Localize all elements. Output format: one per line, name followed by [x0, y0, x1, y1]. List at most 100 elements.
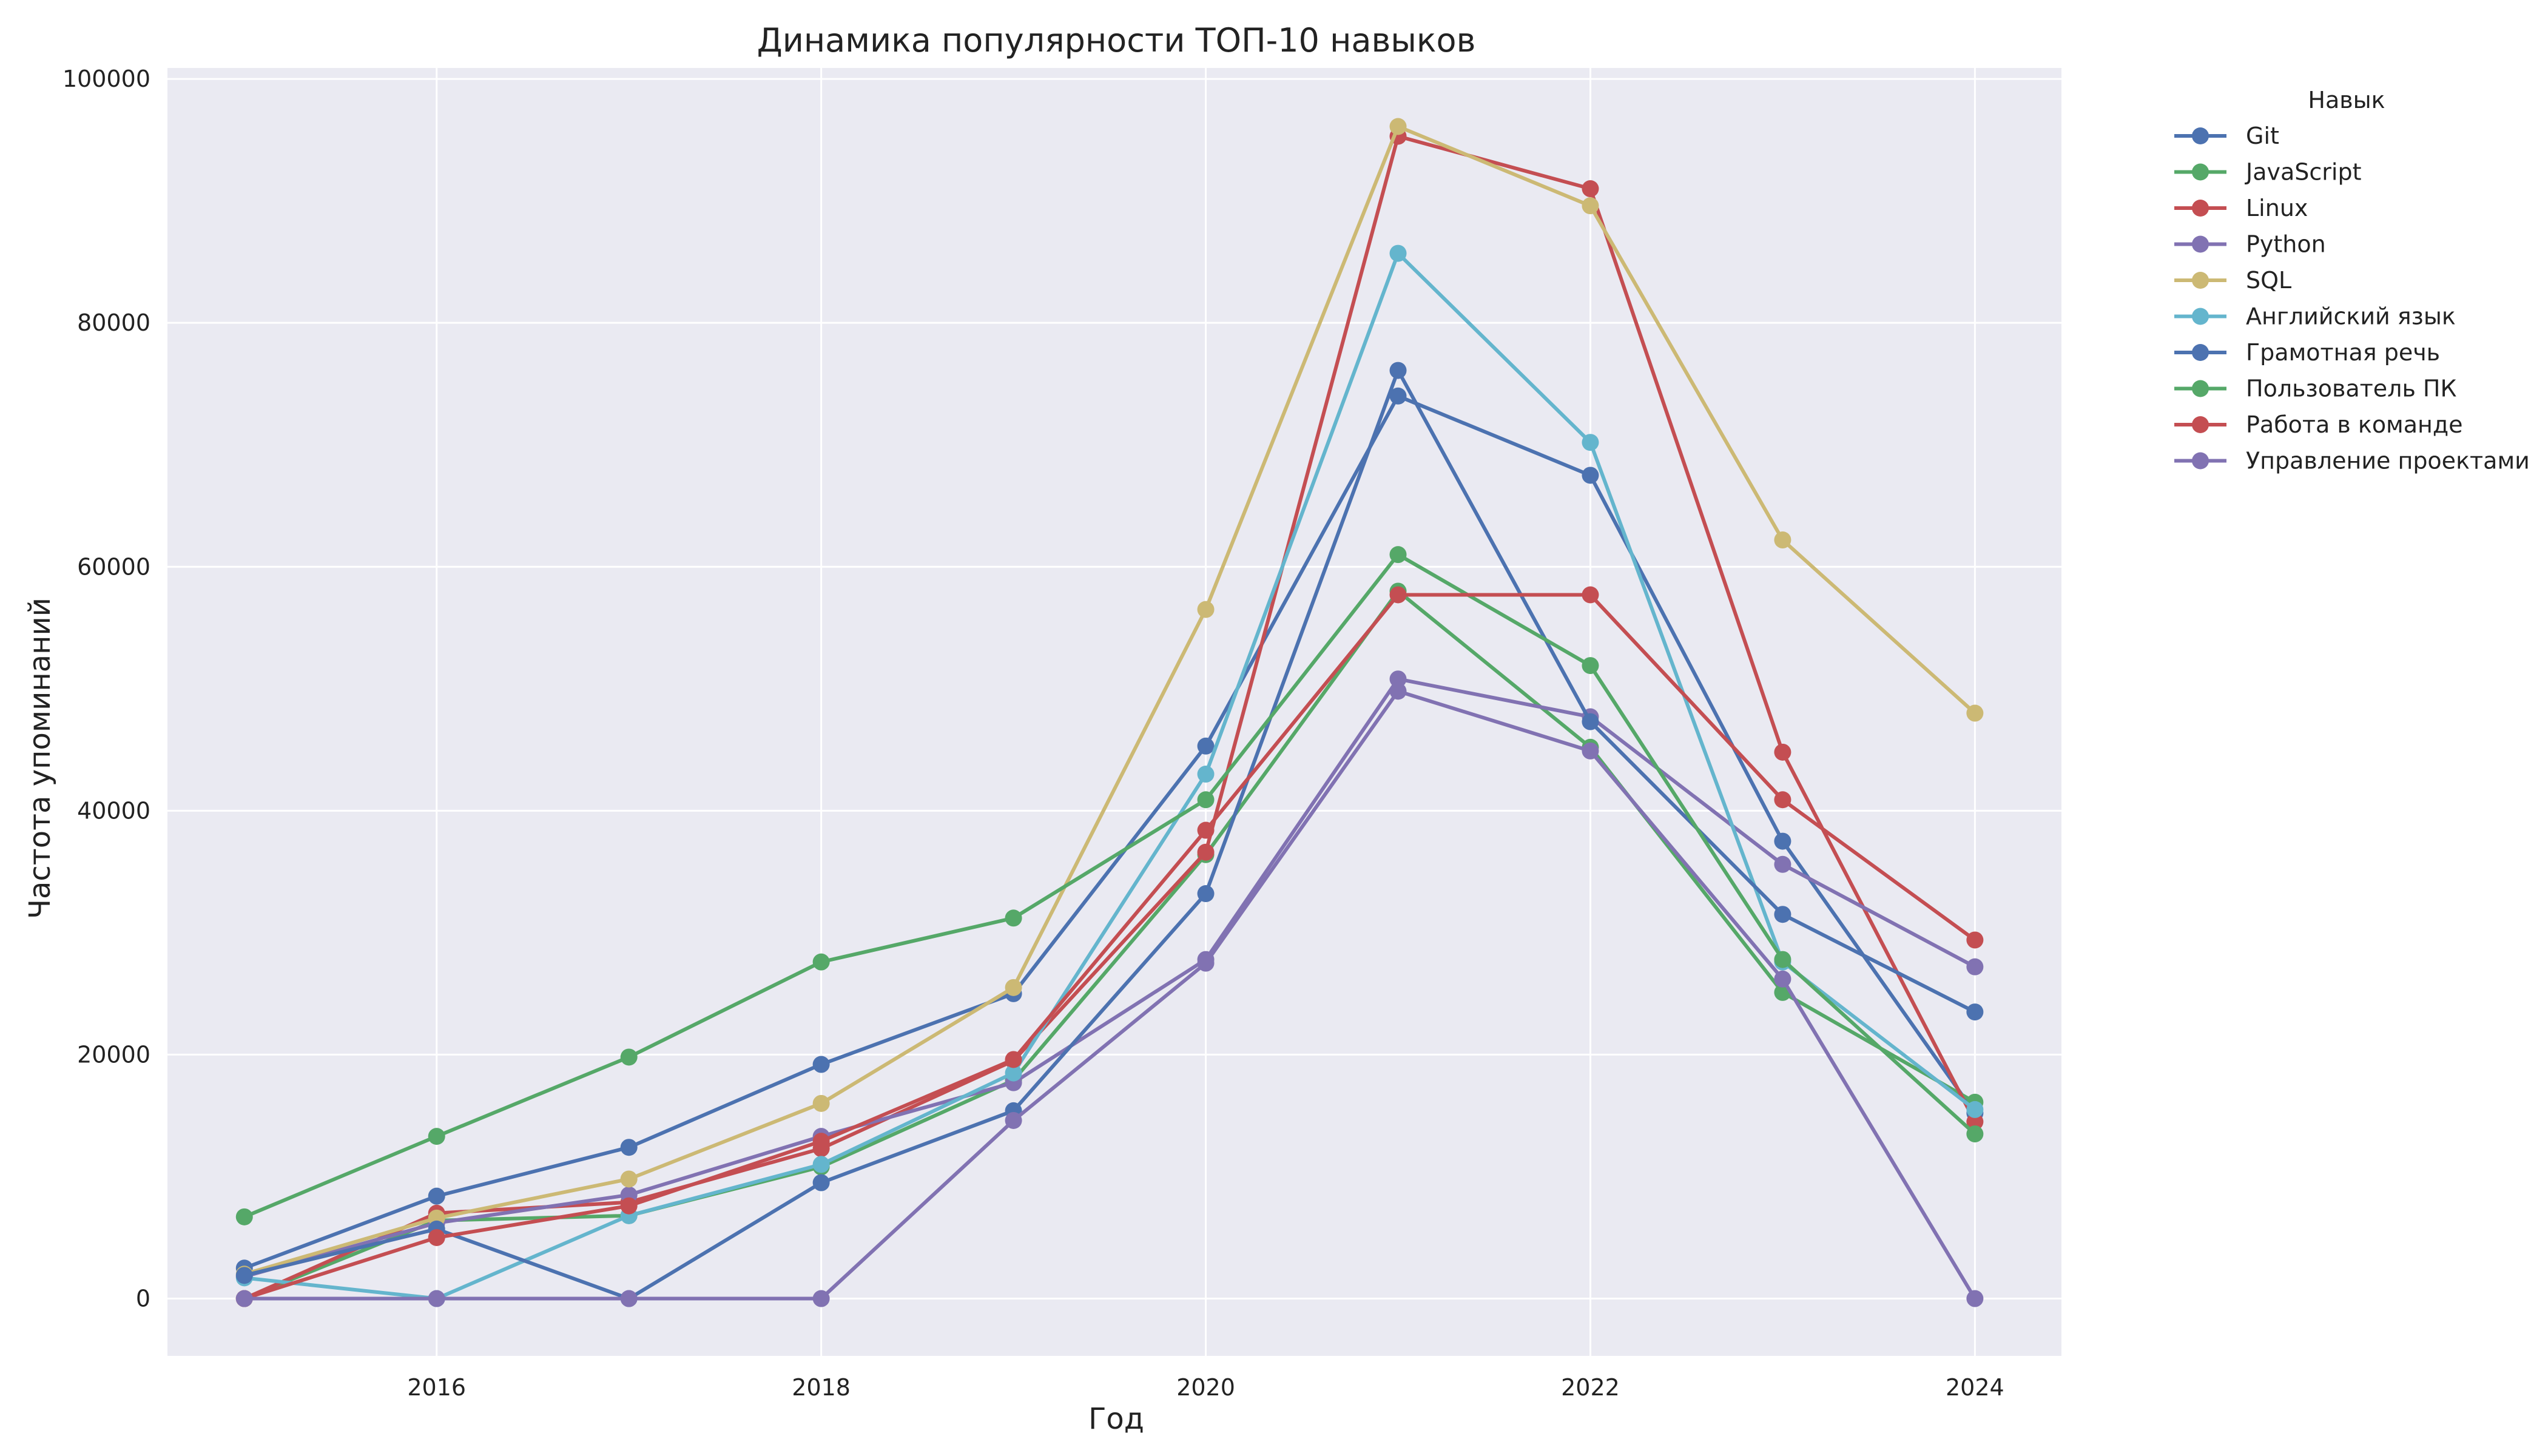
data-point: [1774, 855, 1791, 873]
data-point: [1005, 1111, 1022, 1129]
data-point: [1966, 1003, 1984, 1021]
legend-label: SQL: [2246, 267, 2291, 294]
data-point: [620, 1197, 638, 1215]
legend-marker: [2192, 308, 2209, 325]
legend-label: JavaScript: [2245, 159, 2361, 186]
data-point: [1389, 362, 1407, 379]
legend-title: Навык: [2308, 87, 2385, 113]
data-point: [812, 1156, 830, 1173]
legend-item: Английский язык: [2174, 303, 2456, 330]
data-point: [1389, 682, 1407, 700]
legend-item: Python: [2174, 231, 2326, 258]
series-9: [235, 586, 1984, 1307]
data-point: [428, 1290, 445, 1307]
legend-label: Английский язык: [2246, 303, 2456, 330]
series-line: [243, 593, 1977, 1301]
data-point: [1389, 546, 1407, 564]
data-point: [1966, 1125, 1984, 1143]
legend-item: Linux: [2174, 195, 2308, 221]
legend-marker: [2192, 127, 2209, 144]
data-point: [1389, 387, 1407, 405]
data-point: [812, 1174, 830, 1191]
data-point: [1774, 832, 1791, 850]
data-point: [1582, 713, 1599, 730]
legend-label: Управление проектами: [2246, 448, 2530, 474]
data-point: [428, 1228, 445, 1246]
legend-marker: [2192, 235, 2209, 253]
legend-marker: [2192, 344, 2209, 361]
data-point: [812, 1133, 830, 1150]
legend-item: Работа в команде: [2174, 411, 2463, 438]
data-point: [1005, 909, 1022, 927]
data-point: [1774, 791, 1791, 809]
data-point: [235, 1267, 253, 1284]
legend-label: Грамотная речь: [2246, 339, 2440, 366]
data-point: [1774, 531, 1791, 549]
x-tick-label: 2018: [792, 1374, 851, 1401]
data-point: [1389, 118, 1407, 135]
series-line: [244, 251, 1977, 1301]
data-point: [1582, 180, 1599, 198]
data-point: [620, 1290, 638, 1307]
data-point: [1197, 885, 1215, 903]
y-tick-label: 0: [136, 1286, 150, 1312]
data-point: [1966, 931, 1984, 949]
legend-label: Linux: [2246, 195, 2308, 221]
legend-item: Git: [2174, 123, 2279, 149]
data-point: [1582, 742, 1599, 760]
data-point: [235, 1290, 253, 1307]
data-point: [428, 1187, 445, 1205]
legend-item: Пользователь ПК: [2174, 376, 2456, 402]
series-line: [244, 689, 1977, 1301]
y-tick-label: 40000: [77, 797, 150, 824]
chart-title: Динамика популярности ТОП-10 навыков: [757, 21, 1476, 59]
x-tick-label: 2016: [407, 1374, 466, 1401]
legend-label: Git: [2246, 123, 2279, 149]
legend-item: Управление проектами: [2174, 448, 2530, 474]
plot-area: 2016 2018 2020 2022 2024 0 20000 40000 60000 8000…: [62, 66, 2061, 1401]
data-point: [1966, 1100, 1984, 1118]
legend-label: Python: [2246, 231, 2326, 258]
data-point: [1197, 954, 1215, 972]
data-point: [1389, 670, 1407, 688]
legend-label: Пользователь ПК: [2246, 376, 2456, 402]
series-line: [243, 589, 1976, 1301]
legend: Навык Git JavaScript Linux Python SQL Английс…: [2174, 87, 2530, 474]
y-tick-label: 80000: [77, 309, 150, 336]
legend-marker: [2192, 452, 2209, 470]
y-axis-label: Частота упоминаний: [23, 598, 57, 919]
legend-marker: [2192, 200, 2209, 217]
data-point: [1966, 704, 1984, 722]
data-point: [1197, 737, 1215, 755]
data-point: [812, 1290, 830, 1307]
data-point: [1197, 843, 1215, 861]
series-10: [235, 682, 1984, 1307]
data-point: [1005, 979, 1022, 996]
data-point: [1389, 244, 1407, 262]
data-point: [428, 1128, 445, 1145]
data-point: [812, 953, 830, 971]
legend-marker: [2192, 416, 2209, 433]
data-point: [1582, 467, 1599, 484]
data-point: [1966, 1290, 1984, 1307]
data-point: [1774, 906, 1791, 923]
series-line: [244, 368, 1976, 1301]
data-point: [1582, 657, 1599, 675]
data-point: [812, 1056, 830, 1073]
data-point: [1582, 197, 1599, 215]
legend-label: Работа в команде: [2246, 411, 2463, 438]
legend-marker: [2192, 163, 2209, 181]
x-tick-label: 2024: [1946, 1374, 2004, 1401]
data-point: [235, 1208, 253, 1225]
series-5: [235, 118, 1984, 1283]
data-point: [620, 1048, 638, 1066]
data-point: [1005, 1064, 1022, 1082]
data-point: [620, 1139, 638, 1156]
y-tick-label: 20000: [77, 1041, 150, 1068]
y-tick-label: 60000: [77, 553, 150, 580]
data-point: [1966, 1113, 1984, 1130]
data-point: [1582, 586, 1599, 604]
data-point: [1774, 743, 1791, 761]
legend-marker: [2192, 380, 2209, 397]
